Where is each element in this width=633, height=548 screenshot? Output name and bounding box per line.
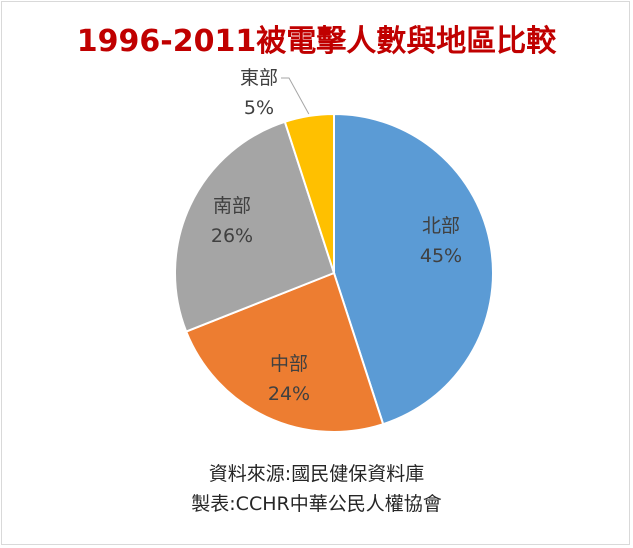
chart-title: 1996-2011被電擊人數與地區比較 bbox=[76, 24, 557, 59]
slice-value-label: 45% bbox=[420, 245, 462, 267]
pie-slice-3 bbox=[174, 120, 336, 333]
slice-category-label: 北部 bbox=[422, 215, 460, 237]
slice-value-label: 26% bbox=[211, 225, 253, 247]
leader-line bbox=[281, 77, 310, 115]
slice-category-label: 中部 bbox=[270, 353, 308, 375]
pie-slice-1 bbox=[333, 112, 494, 426]
maker-note: 製表:CCHR中華公民人權協會 bbox=[191, 493, 442, 515]
source-note: 資料來源:國民健保資料庫 bbox=[208, 463, 425, 485]
pie-slice-4 bbox=[283, 112, 335, 274]
slice-category-label: 東部 bbox=[240, 67, 278, 89]
slice-value-label: 24% bbox=[268, 383, 310, 405]
slice-category-label: 南部 bbox=[213, 195, 251, 217]
slice-value-label: 5% bbox=[244, 97, 274, 119]
